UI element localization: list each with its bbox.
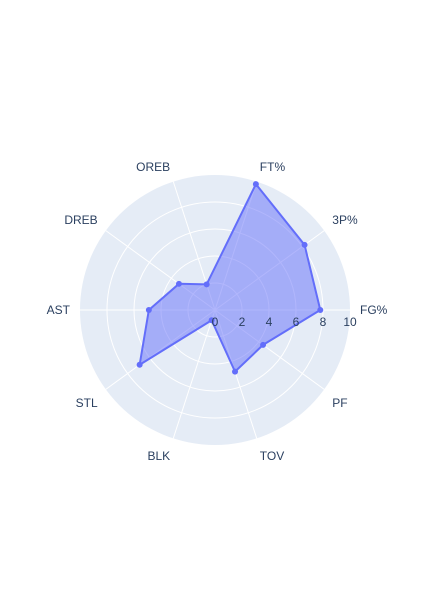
data-point-blk [208,317,215,324]
data-point-tov [232,368,239,375]
category-label-tov: TOV [260,449,284,463]
category-label-fg-: FG% [360,303,388,317]
radial-tick-4: 4 [266,315,273,329]
radial-tick-6: 6 [293,315,300,329]
category-label-ast: AST [47,303,71,317]
data-point-ast [145,307,152,313]
data-point-ft- [252,181,259,188]
category-label-stl: STL [76,396,98,410]
category-label-ft-: FT% [260,160,286,174]
data-point-3p- [301,241,308,248]
data-point-fg- [317,307,324,313]
radial-tick-0: 0 [212,315,219,329]
category-label-oreb: OREB [136,160,170,174]
data-point-stl [136,361,143,368]
category-labels: FG% 3P% FT% OREB DREB AST STL BLK TOV PF [47,160,388,463]
category-label-pf: PF [332,396,347,410]
radial-tick-2: 2 [239,315,246,329]
radial-tick-10: 10 [343,315,357,329]
radial-tick-8: 8 [320,315,327,329]
category-label-blk: BLK [148,449,171,463]
data-point-pf [260,341,267,348]
data-point-dreb [175,280,182,287]
grid-spoke [172,309,216,439]
data-point-oreb [203,281,210,288]
radial-tick-labels: 0 2 4 6 8 10 [212,315,357,329]
category-label-dreb: DREB [64,213,97,227]
category-label-3p-: 3P% [332,213,358,227]
series-layer [136,181,324,375]
